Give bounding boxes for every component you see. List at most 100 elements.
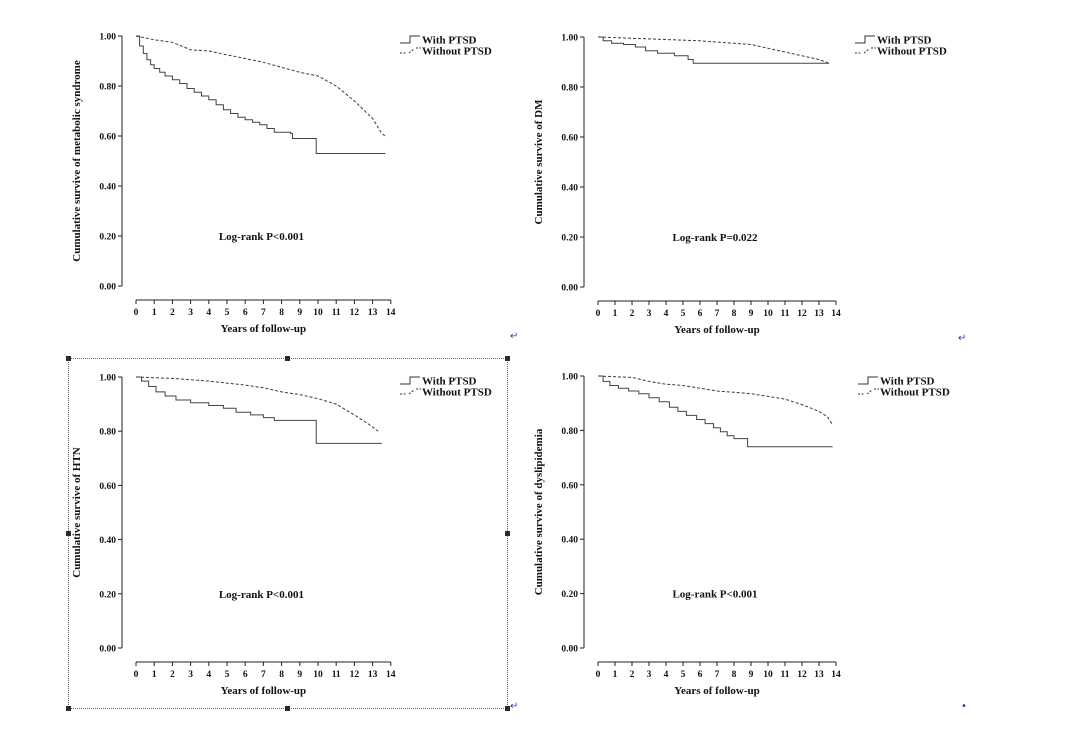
resize-handle-bottom-right[interactable] xyxy=(505,706,510,711)
legend-symbol-without-ptsd xyxy=(400,388,421,395)
series-line-without-ptsd xyxy=(597,36,830,64)
legend-symbol-without-ptsd xyxy=(400,47,421,54)
paragraph-return-icon: ↵ xyxy=(510,331,519,342)
x-tick-label: 1 xyxy=(613,670,618,680)
x-tick-label: 0 xyxy=(596,309,601,319)
y-tick-label: 0.00 xyxy=(99,283,116,293)
x-axis-title: Years of follow-up xyxy=(221,685,307,697)
x-tick-label: 7 xyxy=(261,308,266,318)
x-tick-label: 12 xyxy=(350,670,360,680)
y-tick-label: 0.40 xyxy=(561,536,578,546)
legend-label: Without PTSD xyxy=(422,46,492,58)
y-tick-label: 0.00 xyxy=(99,645,116,655)
x-tick-label: 4 xyxy=(664,670,669,680)
x-tick-label: 9 xyxy=(297,308,302,318)
x-tick-label: 9 xyxy=(749,670,754,680)
x-tick-label: 1 xyxy=(152,670,157,680)
x-tick-label: 5 xyxy=(681,309,686,319)
legend-label: With PTSD xyxy=(422,376,477,388)
x-tick-label: 13 xyxy=(368,670,378,680)
log-rank-annotation: Log-rank P=0.022 xyxy=(672,232,758,244)
x-tick-label: 7 xyxy=(715,309,720,319)
x-tick-label: 2 xyxy=(630,309,635,319)
x-axis-title: Years of follow-up xyxy=(674,685,760,697)
legend-label: Without PTSD xyxy=(422,387,492,399)
x-tick-label: 10 xyxy=(763,670,773,680)
resize-handle-top-middle[interactable] xyxy=(285,356,290,361)
x-tick-label: 5 xyxy=(225,308,230,318)
y-tick-label: 0.60 xyxy=(561,481,578,491)
y-tick-label: 0.80 xyxy=(561,427,578,437)
x-tick-label: 5 xyxy=(225,670,230,680)
x-tick-label: 14 xyxy=(831,309,841,319)
x-tick-label: 1 xyxy=(613,309,618,319)
y-tick-label: 0.20 xyxy=(561,590,578,600)
legend-label: With PTSD xyxy=(877,35,932,47)
x-tick-label: 7 xyxy=(715,670,720,680)
series-line-with-ptsd xyxy=(136,35,386,154)
chart-dm: 0.000.200.400.600.801.000 1 2 3 4 5 6 7 8 9 10 11 12… xyxy=(533,34,947,337)
y-tick-label: 0.60 xyxy=(561,134,578,144)
x-tick-label: 6 xyxy=(698,670,703,680)
resize-handle-middle-left[interactable] xyxy=(66,531,71,536)
series-line-without-ptsd xyxy=(135,35,386,137)
paragraph-return-icon: ↵ xyxy=(958,333,967,344)
y-tick-label: 1.00 xyxy=(561,34,578,44)
series-line-without-ptsd xyxy=(135,376,379,432)
y-axis-title: Cumulative survive of metabolic syndrome xyxy=(71,60,83,262)
x-tick-label: 7 xyxy=(261,670,266,680)
x-tick-label: 4 xyxy=(206,308,211,318)
log-rank-annotation: Log-rank P<0.001 xyxy=(219,231,304,243)
resize-handle-top-left[interactable] xyxy=(66,356,71,361)
x-tick-label: 10 xyxy=(313,308,323,318)
x-tick-label: 10 xyxy=(313,670,323,680)
y-tick-label: 0.20 xyxy=(99,590,116,600)
chart-dyslipidemia: 0.000.200.400.600.801.000 1 2 3 4 5 6 7 8 9 10 11 12… xyxy=(533,373,950,698)
x-tick-label: 3 xyxy=(188,308,193,318)
x-tick-label: 8 xyxy=(279,670,284,680)
x-tick-label: 2 xyxy=(170,670,175,680)
legend-symbol-without-ptsd xyxy=(858,388,879,395)
log-rank-annotation: Log-rank P<0.001 xyxy=(672,589,757,601)
legend-symbol-with-ptsd xyxy=(400,35,420,44)
resize-handle-bottom-middle[interactable] xyxy=(285,706,290,711)
x-tick-label: 14 xyxy=(831,670,841,680)
paragraph-mark-icon: • xyxy=(961,701,967,712)
x-tick-label: 13 xyxy=(368,308,378,318)
x-tick-label: 8 xyxy=(279,308,284,318)
series-line-without-ptsd xyxy=(597,375,834,426)
x-tick-label: 6 xyxy=(698,309,703,319)
x-tick-label: 9 xyxy=(297,670,302,680)
resize-handle-middle-right[interactable] xyxy=(505,531,510,536)
chart-htn: 0.000.200.400.600.801.000 1 2 3 4 5 6 7 8 9 10 11 12… xyxy=(71,374,492,698)
legend-label: With PTSD xyxy=(422,35,477,47)
x-axis-title: Years of follow-up xyxy=(674,324,760,336)
y-tick-label: 1.00 xyxy=(561,373,578,383)
legend-label: Without PTSD xyxy=(880,387,950,399)
series-line-with-ptsd xyxy=(598,36,830,64)
legend-symbol-with-ptsd xyxy=(855,35,875,44)
legend-symbol-with-ptsd xyxy=(400,376,420,385)
x-tick-label: 11 xyxy=(781,309,790,319)
y-tick-label: 0.20 xyxy=(561,234,578,244)
log-rank-annotation: Log-rank P<0.001 xyxy=(219,589,304,601)
x-tick-label: 12 xyxy=(350,308,360,318)
y-tick-label: 0.60 xyxy=(99,482,116,492)
x-tick-label: 1 xyxy=(152,308,157,318)
x-tick-label: 6 xyxy=(243,670,248,680)
resize-handle-bottom-left[interactable] xyxy=(66,706,71,711)
x-tick-label: 2 xyxy=(630,670,635,680)
y-tick-label: 0.60 xyxy=(99,133,116,143)
x-tick-label: 5 xyxy=(681,670,686,680)
legend-symbol-without-ptsd xyxy=(855,47,876,54)
x-tick-label: 13 xyxy=(814,670,824,680)
x-tick-label: 8 xyxy=(732,309,737,319)
legend-symbol-with-ptsd xyxy=(858,376,878,385)
y-tick-label: 0.80 xyxy=(99,428,116,438)
x-tick-label: 12 xyxy=(797,309,807,319)
y-tick-label: 0.80 xyxy=(561,84,578,94)
y-tick-label: 0.80 xyxy=(99,83,116,93)
resize-handle-top-right[interactable] xyxy=(505,356,510,361)
y-axis-title: Cumulative survive of HTN xyxy=(71,447,83,578)
